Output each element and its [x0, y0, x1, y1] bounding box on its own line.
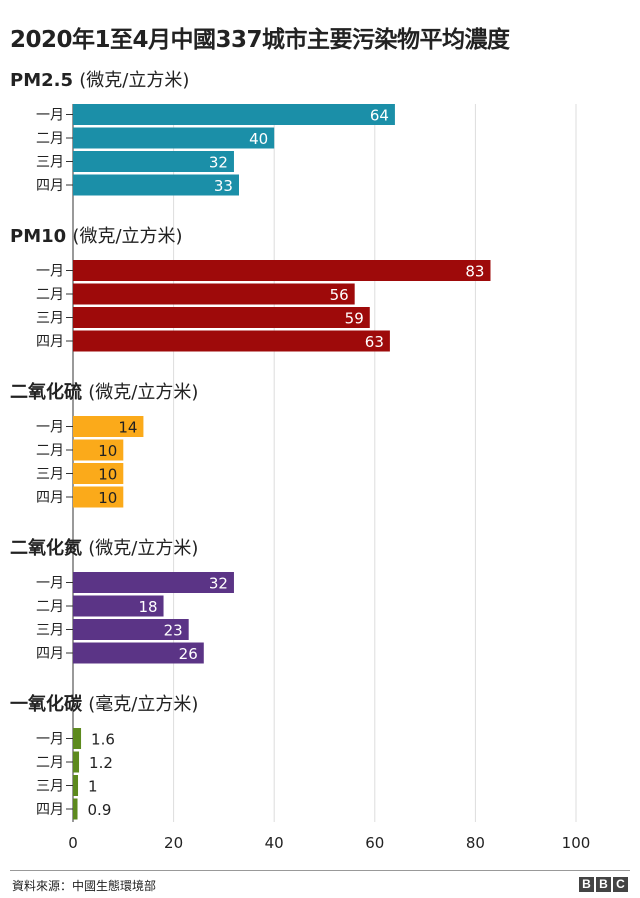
- data-label: 59: [345, 310, 364, 328]
- category-label: 四月: [36, 646, 64, 662]
- chart-title: 2020年1至4月中國337城市主要污染物平均濃度: [10, 27, 510, 53]
- panel-title: PM10 (微克/立方米): [10, 226, 183, 247]
- data-label: 18: [138, 598, 157, 616]
- category-label: 三月: [36, 311, 64, 327]
- category-label: 一月: [36, 576, 64, 592]
- category-label: 一月: [36, 108, 64, 124]
- category-label: 四月: [36, 802, 64, 818]
- panel-title: PM2.5 (微克/立方米): [10, 70, 189, 91]
- x-tick-label: 60: [365, 834, 384, 852]
- data-label: 0.9: [88, 801, 112, 819]
- category-label: 二月: [36, 287, 64, 303]
- x-tick-label: 20: [164, 834, 183, 852]
- data-label: 26: [179, 645, 198, 663]
- data-label: 14: [118, 419, 137, 437]
- bar: [73, 798, 78, 820]
- data-label: 10: [98, 442, 117, 460]
- data-label: 32: [209, 575, 228, 593]
- bar: [73, 486, 124, 508]
- bbc-logo-letter: C: [613, 877, 628, 892]
- data-label: 32: [209, 154, 228, 172]
- bar: [73, 307, 370, 328]
- bar: [73, 439, 124, 461]
- source-note: 資料來源：中國生態環境部: [12, 879, 157, 893]
- data-label: 56: [330, 286, 349, 304]
- panel-title: 一氧化碳 (毫克/立方米): [10, 693, 198, 715]
- data-label: 10: [98, 466, 117, 484]
- bar: [73, 416, 144, 437]
- bar: [73, 751, 80, 773]
- data-label: 83: [465, 263, 484, 281]
- data-label: 23: [164, 622, 183, 640]
- category-label: 二月: [36, 599, 64, 615]
- category-label: 二月: [36, 755, 64, 771]
- bar: [73, 572, 234, 593]
- category-label: 四月: [36, 490, 64, 506]
- data-label: 33: [214, 177, 233, 195]
- bar: [73, 260, 491, 281]
- bar: [73, 728, 82, 749]
- bar: [73, 642, 204, 664]
- bar: [73, 330, 390, 352]
- category-label: 二月: [36, 443, 64, 459]
- bar: [73, 283, 355, 305]
- category-label: 三月: [36, 155, 64, 171]
- bbc-logo: B B C: [579, 877, 628, 892]
- x-tick-label: 80: [466, 834, 485, 852]
- bbc-logo-letter: B: [596, 877, 611, 892]
- bar: [73, 174, 239, 196]
- bar: [73, 127, 275, 149]
- panel-title: 二氧化氮 (微克/立方米): [10, 537, 198, 559]
- category-label: 四月: [36, 178, 64, 194]
- category-label: 一月: [36, 732, 64, 748]
- bar: [73, 104, 395, 125]
- category-label: 三月: [36, 623, 64, 639]
- category-label: 四月: [36, 334, 64, 350]
- footer-divider: [10, 870, 630, 871]
- x-tick-label: 100: [562, 834, 591, 852]
- data-label: 1: [88, 778, 98, 796]
- data-label: 40: [249, 130, 268, 148]
- category-label: 一月: [36, 420, 64, 436]
- category-label: 三月: [36, 779, 64, 795]
- category-label: 二月: [36, 131, 64, 147]
- data-label: 1.6: [91, 731, 115, 749]
- bar: [73, 595, 164, 617]
- category-label: 三月: [36, 467, 64, 483]
- category-label: 一月: [36, 264, 64, 280]
- data-label: 64: [370, 107, 389, 125]
- x-tick-label: 40: [265, 834, 284, 852]
- data-label: 63: [365, 333, 384, 351]
- bar: [73, 775, 79, 796]
- bbc-logo-letter: B: [579, 877, 594, 892]
- data-label: 1.2: [89, 754, 113, 772]
- x-tick-label: 0: [68, 834, 78, 852]
- bar: [73, 463, 124, 484]
- panel-title: 二氧化硫 (微克/立方米): [10, 381, 198, 403]
- bar: [73, 151, 234, 172]
- data-label: 10: [98, 489, 117, 507]
- bar: [73, 619, 189, 640]
